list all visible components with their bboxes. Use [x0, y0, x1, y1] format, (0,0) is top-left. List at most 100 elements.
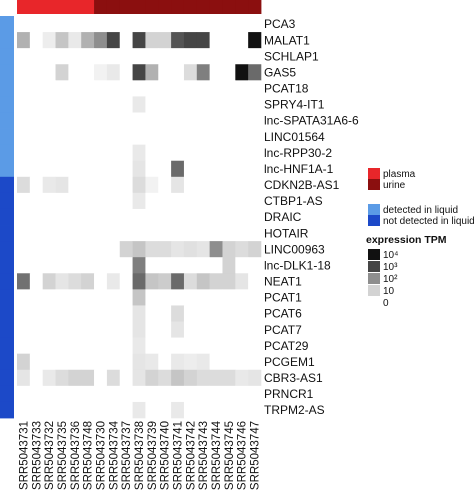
heatmap-cell: [17, 144, 31, 162]
heatmap-cell: [222, 289, 236, 306]
heatmap-cell: [42, 16, 56, 33]
heatmap-cell: [196, 305, 210, 322]
source-bar-cell: [183, 0, 198, 14]
gene-label: PCAT29: [264, 339, 309, 353]
heatmap-cell: [42, 305, 56, 322]
heatmap-cell: [248, 128, 262, 145]
heatmap-cell: [145, 160, 159, 178]
gene-label: lnc-SPATA31A6-6: [264, 114, 359, 128]
detection-bar-cell: [0, 32, 14, 49]
heatmap-cell: [248, 192, 262, 210]
heatmap-cell: [235, 80, 249, 97]
heatmap-cell: [42, 257, 56, 274]
heatmap-cell: [248, 16, 262, 33]
heatmap-cell: [145, 208, 159, 226]
heatmap-cell: [55, 208, 69, 226]
heatmap-cell: [209, 337, 223, 354]
heatmap-cell: [132, 257, 146, 274]
heatmap-cell: [106, 337, 121, 354]
heatmap-cell: [81, 16, 95, 33]
heatmap-cell: [235, 208, 249, 226]
heatmap-cell: [183, 241, 198, 258]
heatmap-cell: [158, 401, 172, 419]
heatmap-cell: [81, 96, 95, 113]
heatmap-cell: [171, 385, 185, 403]
heatmap-cell: [29, 176, 43, 194]
heatmap-cell: [17, 48, 31, 65]
detection-bar-cell: [0, 337, 14, 355]
gene-label: CTBP1-AS: [264, 194, 323, 208]
heatmap-cell: [81, 225, 95, 242]
heatmap-cell: [222, 257, 236, 274]
heatmap-cell: [81, 305, 95, 322]
heatmap-cell: [42, 128, 56, 145]
heatmap-cell: [94, 80, 108, 97]
legend-swatch-urine: [368, 179, 380, 190]
heatmap-cell: [158, 305, 172, 322]
gene-label: PCAT1: [264, 291, 302, 305]
legend-swatch-10e4: [368, 249, 380, 260]
heatmap-cell: [171, 16, 185, 33]
heatmap-cell: [94, 96, 108, 113]
heatmap-cell: [29, 48, 43, 65]
heatmap-cell: [55, 289, 69, 306]
legend-label-10e4: 10⁴: [383, 250, 398, 261]
source-bar-cell: [196, 0, 211, 14]
heatmap-cell: [209, 128, 223, 145]
heatmap-cell: [17, 401, 31, 419]
heatmap-cell: [132, 96, 146, 113]
heatmap-cell: [29, 96, 43, 113]
heatmap-cell: [222, 48, 236, 65]
heatmap-cell: [209, 353, 223, 371]
sample-label: SRR5043740: [160, 421, 172, 490]
heatmap-cell: [119, 64, 133, 81]
heatmap-cell: [94, 16, 108, 33]
heatmap-cell: [196, 48, 210, 65]
sample-label: SRR5043745: [224, 421, 236, 490]
legend-swatch-0: [368, 297, 380, 308]
heatmap-cell: [183, 401, 198, 419]
heatmap-cell: [183, 64, 198, 81]
heatmap-cell: [119, 321, 133, 338]
heatmap-cell: [94, 176, 108, 194]
heatmap-cell: [119, 96, 133, 113]
heatmap-cell: [17, 385, 31, 403]
heatmap-cell: [29, 160, 43, 178]
heatmap-cell: [183, 112, 198, 129]
heatmap-cell: [68, 64, 82, 81]
heatmap-cell: [29, 353, 43, 371]
heatmap-cell: [145, 128, 159, 145]
heatmap-cell: [248, 64, 262, 81]
source-bar-cell: [209, 0, 223, 14]
heatmap-cell: [17, 64, 31, 81]
heatmap-cell: [17, 225, 31, 242]
legend-swatch-plasma: [368, 168, 380, 179]
heatmap-cell: [158, 289, 172, 306]
gene-label: MALAT1: [264, 33, 310, 47]
heatmap-cell: [68, 144, 82, 162]
heatmap-cell: [222, 192, 236, 210]
heatmap-cell: [94, 385, 108, 403]
heatmap-cell: [29, 273, 43, 290]
heatmap-cell: [209, 401, 223, 419]
sample-label: SRR5043738: [134, 421, 146, 490]
heatmap-cell: [106, 80, 121, 97]
heatmap-cell: [171, 337, 185, 354]
heatmap-cell: [171, 80, 185, 97]
sample-label: SRR5043733: [31, 421, 43, 490]
heatmap-cell: [81, 176, 95, 194]
gene-label: NEAT1: [264, 275, 302, 289]
heatmap-cell: [119, 289, 133, 306]
sample-label: SRR5043737: [121, 421, 133, 490]
heatmap-cell: [171, 64, 185, 81]
heatmap-cell: [81, 257, 95, 274]
heatmap-cell: [248, 144, 262, 162]
heatmap-cell: [55, 112, 69, 129]
sample-label: SRR5043732: [44, 421, 56, 490]
sample-label: SRR5043734: [108, 420, 120, 490]
heatmap-cell: [209, 176, 223, 194]
gene-label: SPRY4-IT1: [264, 98, 325, 112]
heatmap-cell: [222, 353, 236, 371]
heatmap-cell: [222, 337, 236, 354]
heatmap-cell: [145, 257, 159, 274]
